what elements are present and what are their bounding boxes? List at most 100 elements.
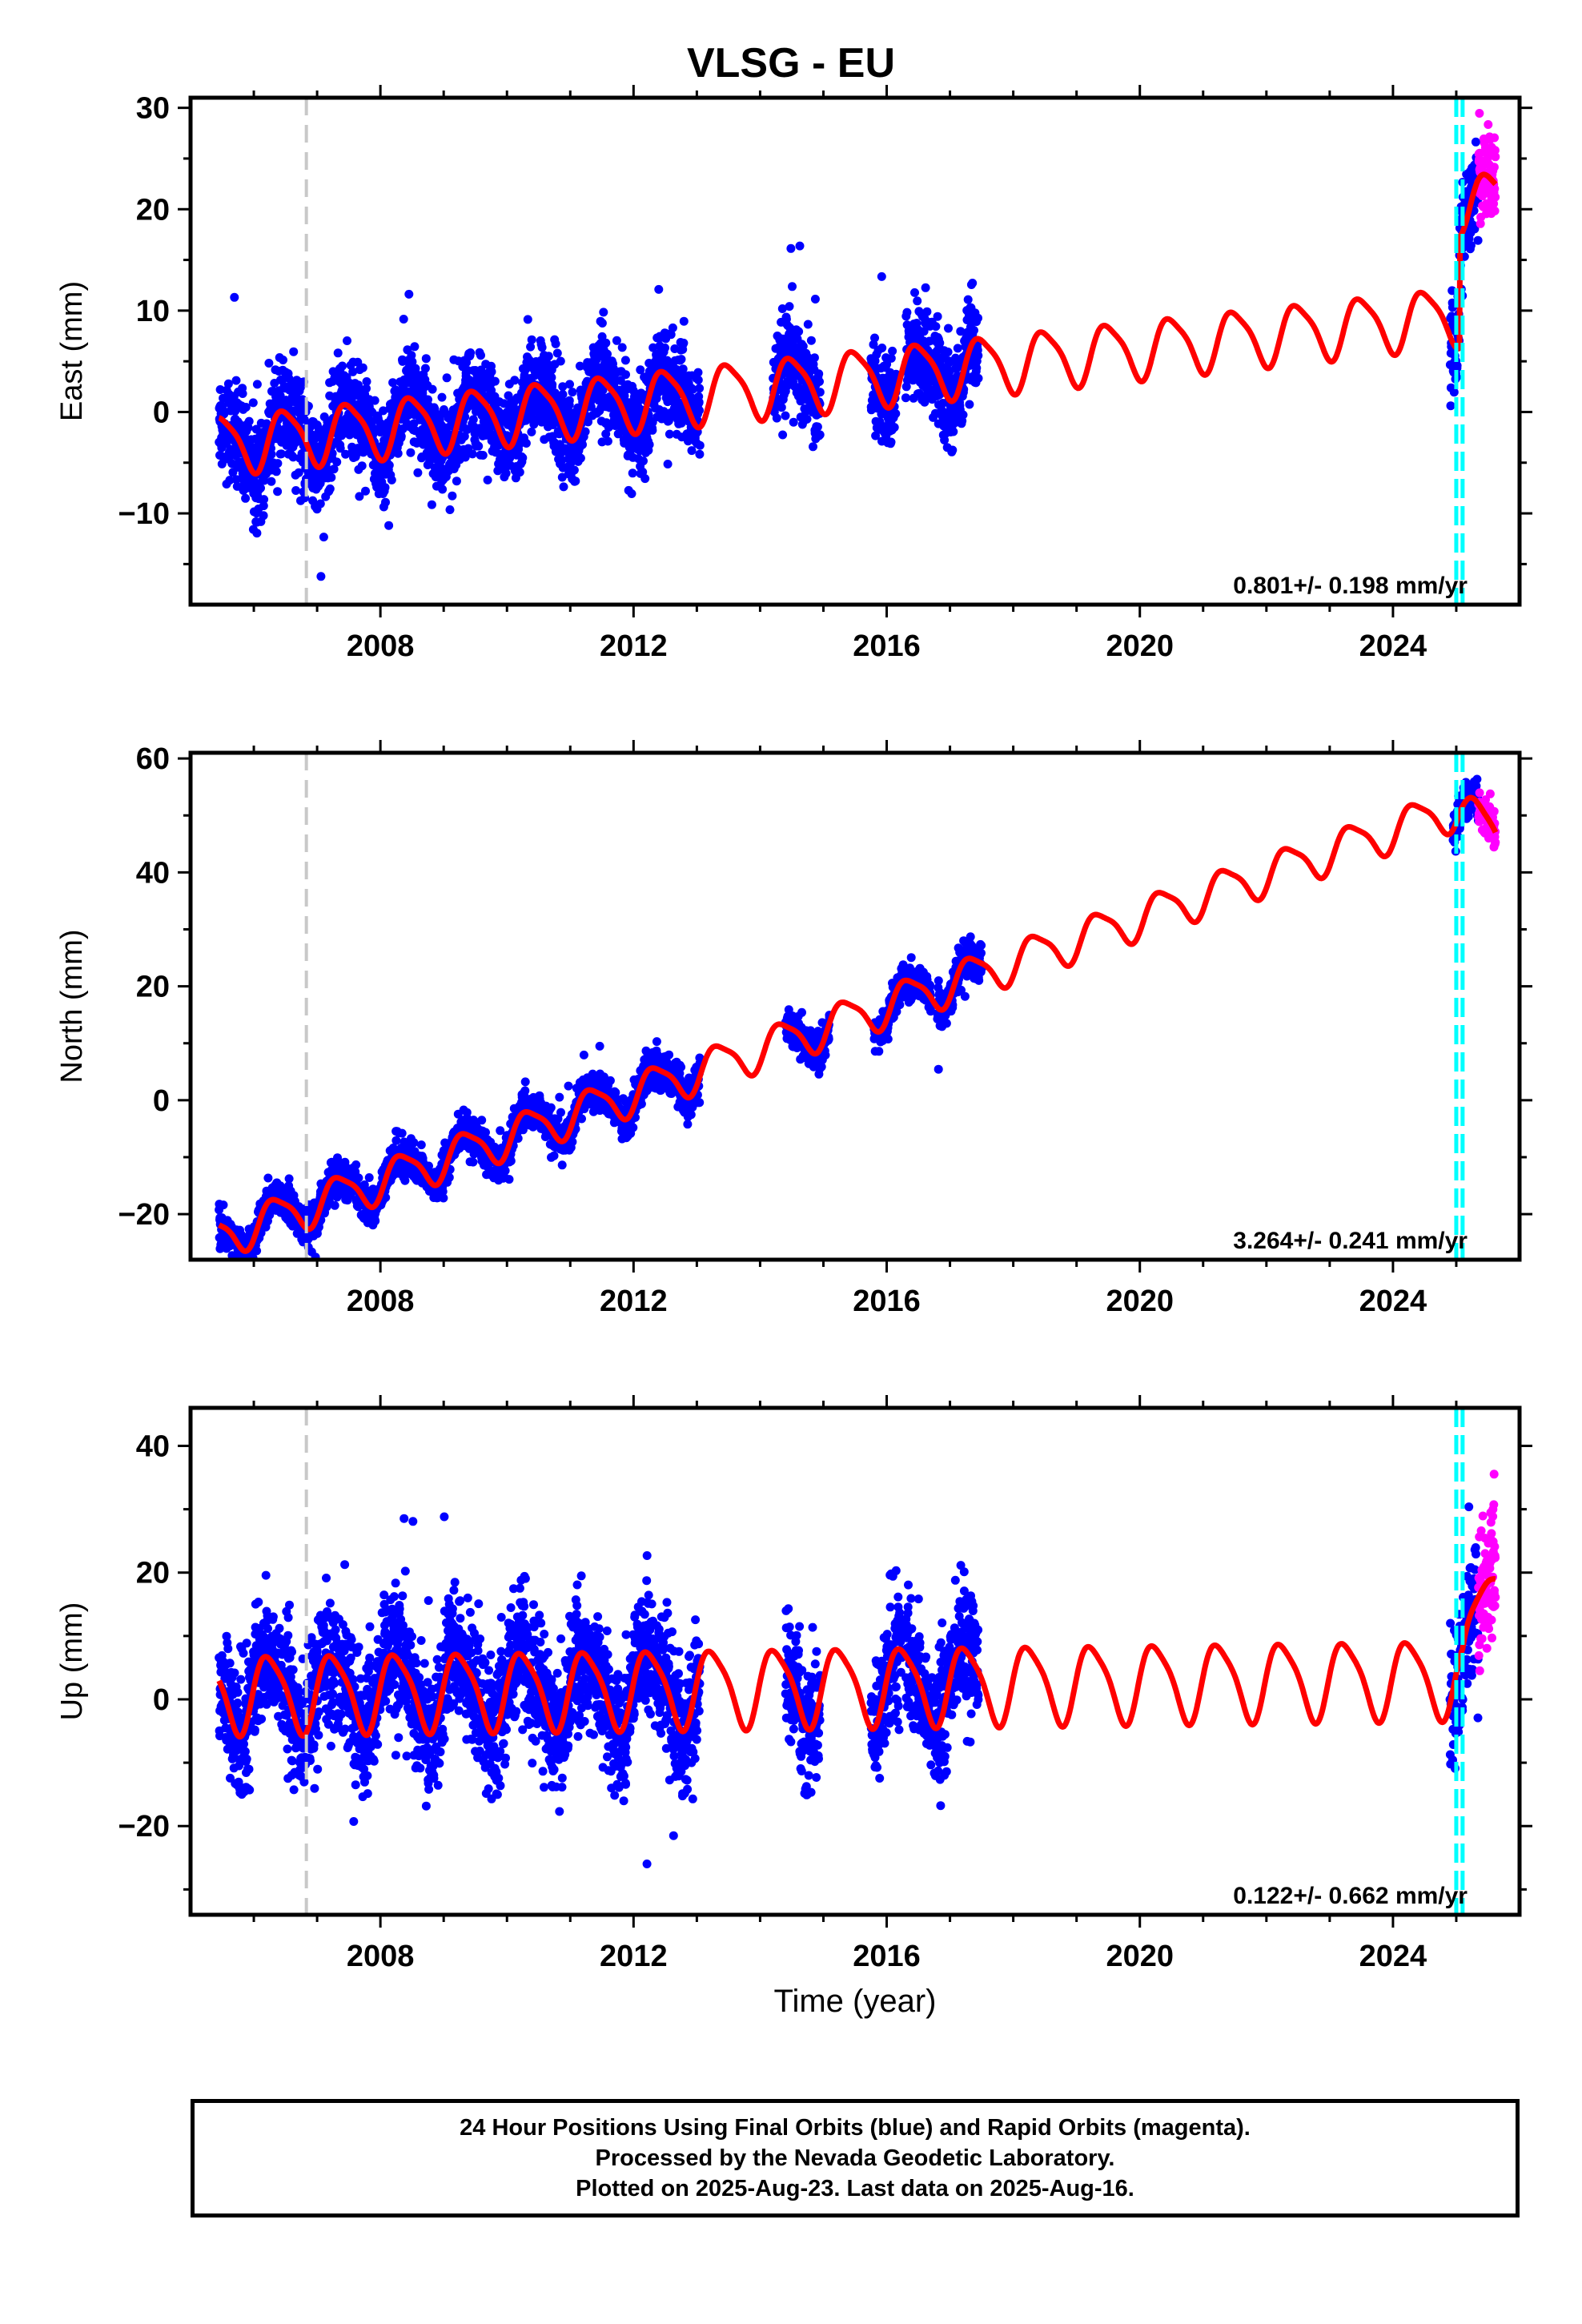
final-orbit-point <box>421 354 431 364</box>
final-orbit-point <box>654 284 664 294</box>
rapid-orbit-point <box>1475 109 1484 118</box>
final-orbit-point <box>888 346 897 356</box>
final-orbit-point <box>777 403 786 412</box>
final-orbit-point <box>444 1172 454 1182</box>
final-orbit-point <box>325 484 335 493</box>
final-orbit-point <box>273 459 283 468</box>
series-points <box>215 774 1500 1260</box>
final-orbit-point <box>413 468 423 477</box>
y-tick-label: −10 <box>118 497 170 531</box>
final-orbit-point <box>252 1246 262 1256</box>
final-orbit-point <box>358 363 367 372</box>
final-orbit-point <box>778 430 788 440</box>
final-orbit-point <box>648 343 658 352</box>
final-orbit-point <box>648 425 657 435</box>
final-orbit-point <box>628 468 637 478</box>
rapid-orbit-point <box>1491 192 1500 202</box>
final-orbit-point <box>944 324 953 333</box>
final-orbit-point <box>238 389 247 398</box>
final-orbit-point <box>785 302 794 312</box>
final-orbit-point <box>460 452 470 462</box>
final-orbit-point <box>922 307 932 316</box>
final-orbit-point <box>666 330 676 340</box>
final-orbit-point <box>571 476 580 486</box>
y-axis-label: East (mm) <box>55 281 89 421</box>
final-orbit-point <box>1452 361 1462 370</box>
final-orbit-point <box>399 315 408 324</box>
final-orbit-point <box>688 384 697 394</box>
final-orbit-point <box>460 412 470 422</box>
final-orbit-point <box>490 376 500 386</box>
final-orbit-point <box>576 453 585 463</box>
final-orbit-point <box>518 453 528 463</box>
final-orbit-point <box>798 341 808 351</box>
final-orbit-point <box>409 1138 419 1148</box>
final-orbit-point <box>974 313 982 323</box>
final-orbit-point <box>351 1160 361 1169</box>
final-orbit-point <box>694 397 704 407</box>
final-orbit-point <box>327 448 337 458</box>
final-orbit-point <box>231 406 240 416</box>
final-orbit-point <box>556 356 565 366</box>
final-orbit-point <box>381 497 390 507</box>
final-orbit-point <box>949 427 958 436</box>
final-orbit-point <box>564 396 574 405</box>
final-orbit-point <box>943 348 953 356</box>
final-orbit-point <box>569 465 579 475</box>
rapid-orbit-point <box>1491 152 1500 162</box>
final-orbit-point <box>974 373 983 383</box>
final-orbit-point <box>521 439 531 448</box>
final-orbit-point <box>362 377 371 386</box>
final-orbit-point <box>940 436 950 444</box>
final-orbit-point <box>291 486 301 495</box>
final-orbit-point <box>772 413 781 423</box>
final-orbit-point <box>933 312 942 321</box>
final-orbit-point <box>380 483 390 493</box>
final-orbit-point <box>679 338 689 348</box>
final-orbit-point <box>882 360 892 369</box>
rapid-orbit-point <box>1490 206 1500 215</box>
final-orbit-point <box>568 388 577 397</box>
final-orbit-point <box>526 342 536 352</box>
final-orbit-point <box>617 343 627 352</box>
chart-title: VLSG - EU <box>687 40 895 86</box>
final-orbit-point <box>397 1128 407 1138</box>
final-orbit-point <box>1473 235 1483 245</box>
final-orbit-point <box>644 440 654 449</box>
final-orbit-point <box>408 357 417 367</box>
final-orbit-point <box>914 388 924 398</box>
final-orbit-point <box>354 1173 363 1183</box>
final-orbit-point <box>527 427 536 436</box>
final-orbit-point <box>551 339 560 348</box>
final-orbit-point <box>332 457 342 467</box>
final-orbit-point <box>529 420 539 429</box>
final-orbit-point <box>327 472 336 482</box>
final-orbit-point <box>558 382 568 392</box>
final-orbit-point <box>599 308 608 317</box>
final-orbit-point <box>1446 401 1456 411</box>
final-orbit-point <box>476 351 485 360</box>
final-orbit-point <box>809 442 817 452</box>
final-orbit-point <box>789 417 798 427</box>
final-orbit-point <box>544 352 553 361</box>
final-orbit-point <box>806 336 816 345</box>
final-orbit-point <box>262 419 271 428</box>
final-orbit-point <box>460 432 469 441</box>
rapid-orbit-point <box>1490 184 1500 194</box>
final-orbit-point <box>627 489 636 498</box>
final-orbit-point <box>953 344 962 353</box>
final-orbit-point <box>912 319 921 328</box>
final-orbit-point <box>407 351 416 360</box>
final-orbit-point <box>788 282 797 292</box>
final-orbit-point <box>786 243 796 253</box>
x-tick-label: 2024 <box>1359 629 1427 663</box>
final-orbit-point <box>284 1174 294 1184</box>
final-orbit-point <box>695 449 705 459</box>
final-orbit-point <box>575 361 584 371</box>
final-orbit-point <box>557 456 567 465</box>
final-orbit-point <box>813 422 822 432</box>
final-orbit-point <box>420 364 430 373</box>
final-orbit-point <box>877 271 886 281</box>
